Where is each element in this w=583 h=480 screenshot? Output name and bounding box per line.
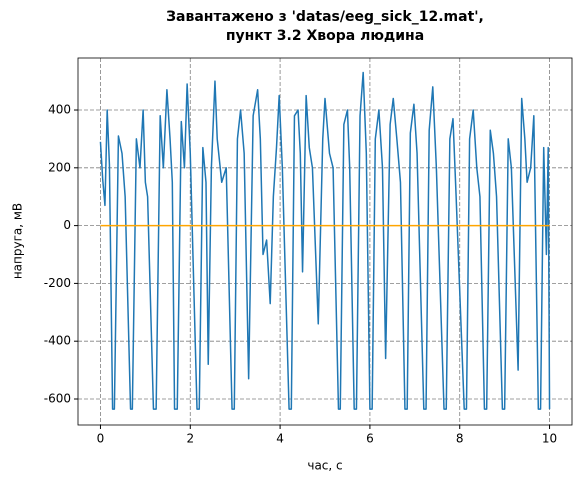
plot-frame	[77, 57, 573, 426]
y-tick-label: -600	[44, 391, 71, 405]
x-tick-label: 4	[276, 432, 284, 446]
x-tick-label: 0	[97, 432, 105, 446]
y-tick-label: -200	[44, 276, 71, 290]
chart-title: Завантажено з 'datas/eeg_sick_12.mat', п…	[166, 9, 484, 44]
x-tick-label: 8	[456, 432, 464, 446]
y-tick-label: -400	[44, 334, 71, 348]
x-tick-label: 2	[186, 432, 194, 446]
x-tick-label: 10	[542, 432, 557, 446]
series-line	[99, 71, 551, 410]
y-tick-label: 200	[48, 160, 71, 174]
y-tick-label: 0	[63, 218, 71, 232]
x-axis-label: час, с	[307, 459, 342, 473]
x-tick-label: 6	[366, 432, 374, 446]
y-tick-label: 400	[48, 103, 71, 117]
y-axis-label: напруга, мВ	[11, 203, 25, 279]
